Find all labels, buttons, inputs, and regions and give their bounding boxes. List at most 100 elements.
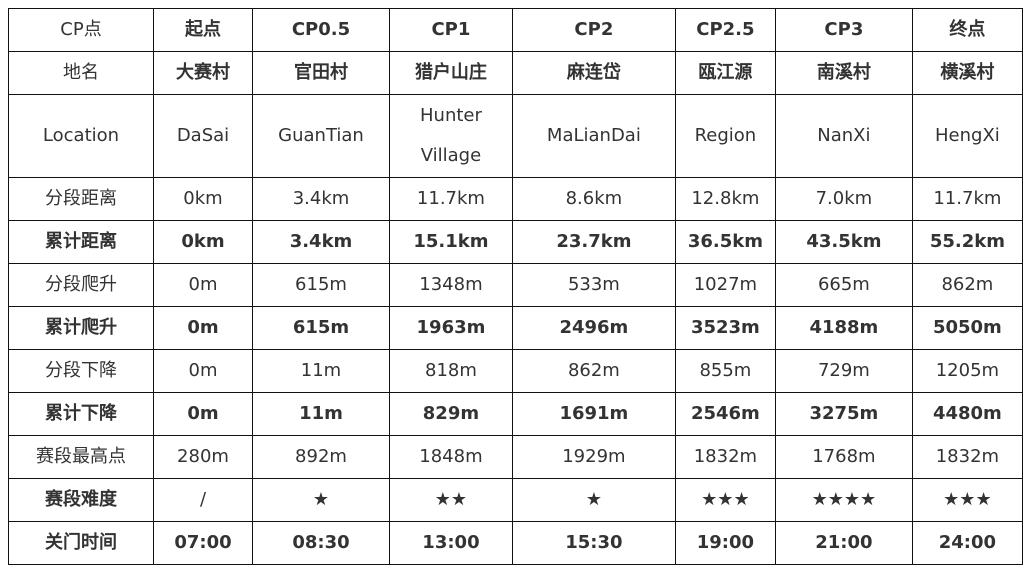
table-cell: 55.2km (911, 220, 1023, 264)
table-cell: 横溪村 (911, 51, 1023, 95)
table-row-place-name: 地名 大赛村 官田村 猎户山庄 麻连岱 瓯江源 南溪村 横溪村 (8, 51, 1023, 95)
table-cell: MaLianDai (511, 94, 676, 178)
table-cell: ★★ (389, 478, 513, 522)
table-cell: 615m (252, 263, 390, 307)
table-cell: 1027m (674, 263, 776, 307)
table-cell: 起点 (153, 8, 253, 52)
table-cell: 0m (153, 349, 253, 393)
table-cell: CP0.5 (252, 8, 390, 52)
table-cell: ★★★★ (774, 478, 913, 522)
table-cell: 1832m (911, 435, 1023, 479)
table-cell: 3.4km (252, 220, 390, 264)
row-label: 累计爬升 (8, 306, 154, 350)
table-cell: 11.7km (389, 177, 513, 221)
table-row-cumulative-descent: 累计下降 0m 11m 829m 1691m 2546m 3275m 4480m (8, 392, 1023, 436)
table-cell: 1348m (389, 263, 513, 307)
table-cell: 08:30 (252, 521, 390, 565)
table-cell: 07:00 (153, 521, 253, 565)
table-cell: 1691m (511, 392, 676, 436)
table-cell: 3523m (674, 306, 776, 350)
table-cell: 8.6km (511, 177, 676, 221)
row-label: 关门时间 (8, 521, 154, 565)
table-cell: 1963m (389, 306, 513, 350)
row-label: 赛段难度 (8, 478, 154, 522)
table-cell: 猎户山庄 (389, 51, 513, 95)
table-cell: 1768m (774, 435, 913, 479)
table-cell: 0m (153, 306, 253, 350)
table-row-cumulative-distance: 累计距离 0km 3.4km 15.1km 23.7km 36.5km 43.5km 55.2… (8, 220, 1023, 264)
table-cell: 15:30 (511, 521, 676, 565)
table-row-segment-descent: 分段下降 0m 11m 818m 862m 855m 729m 1205m (8, 349, 1023, 393)
table-cell: 1205m (911, 349, 1023, 393)
row-label: 分段爬升 (8, 263, 154, 307)
table-cell: 829m (389, 392, 513, 436)
table-cell: 2546m (674, 392, 776, 436)
table-cell: Hunter Village (389, 94, 513, 178)
table-cell: 19:00 (674, 521, 776, 565)
table-cell: GuanTian (252, 94, 390, 178)
table-cell: HengXi (911, 94, 1023, 178)
table-cell: 43.5km (774, 220, 913, 264)
row-label: CP点 (8, 8, 154, 52)
table-cell: 21:00 (774, 521, 913, 565)
table-row-segment-ascent: 分段爬升 0m 615m 1348m 533m 1027m 665m 862m (8, 263, 1023, 307)
row-label: Location (8, 94, 154, 178)
row-label: 累计下降 (8, 392, 154, 436)
table-cell: ★ (252, 478, 390, 522)
table-cell: 23.7km (511, 220, 676, 264)
table-row-cumulative-ascent: 累计爬升 0m 615m 1963m 2496m 3523m 4188m 5050m (8, 306, 1023, 350)
table-cell: 瓯江源 (674, 51, 776, 95)
table-cell: 4480m (911, 392, 1023, 436)
table-row-location: Location DaSai GuanTian Hunter Village MaLia… (8, 94, 1023, 178)
table-cell: 1929m (511, 435, 676, 479)
table-cell: / (153, 478, 253, 522)
table-cell: 7.0km (774, 177, 913, 221)
row-label: 赛段最高点 (8, 435, 154, 479)
table-cell: 862m (911, 263, 1023, 307)
table-cell: 533m (511, 263, 676, 307)
table-cell: 11m (252, 392, 390, 436)
table-cell: 南溪村 (774, 51, 913, 95)
table-cell: 0m (153, 392, 253, 436)
table-row-cutoff-time: 关门时间 07:00 08:30 13:00 15:30 19:00 21:00 24:00 (8, 521, 1023, 565)
table-cell: 729m (774, 349, 913, 393)
table-cell: 0m (153, 263, 253, 307)
table-cell: 892m (252, 435, 390, 479)
row-label: 地名 (8, 51, 154, 95)
table-cell: 11.7km (911, 177, 1023, 221)
table-cell: 3.4km (252, 177, 390, 221)
table-row-segment-high-point: 赛段最高点 280m 892m 1848m 1929m 1832m 1768m 1832m (8, 435, 1023, 479)
table-cell: 615m (252, 306, 390, 350)
table-cell: CP2 (511, 8, 676, 52)
row-label: 分段下降 (8, 349, 154, 393)
table-cell: 麻连岱 (511, 51, 676, 95)
table-cell: CP1 (389, 8, 513, 52)
table-cell: 855m (674, 349, 776, 393)
table-cell: 终点 (911, 8, 1023, 52)
table-cell: 36.5km (674, 220, 776, 264)
table-cell: NanXi (774, 94, 913, 178)
row-label: 累计距离 (8, 220, 154, 264)
table-cell: ★★★ (674, 478, 776, 522)
table-row-segment-difficulty: 赛段难度 / ★ ★★ ★ ★★★ ★★★★ ★★★ (8, 478, 1023, 522)
table-cell: CP2.5 (674, 8, 776, 52)
row-label: 分段距离 (8, 177, 154, 221)
table-cell: 12.8km (674, 177, 776, 221)
table-row-segment-distance: 分段距离 0km 3.4km 11.7km 8.6km 12.8km 7.0km 11.7km (8, 177, 1023, 221)
table-cell: 大赛村 (153, 51, 253, 95)
table-cell: 15.1km (389, 220, 513, 264)
table-cell: ★★★ (911, 478, 1023, 522)
table-cell: 24:00 (911, 521, 1023, 565)
table-cell: 862m (511, 349, 676, 393)
table-cell: 280m (153, 435, 253, 479)
table-cell: DaSai (153, 94, 253, 178)
table-cell: 2496m (511, 306, 676, 350)
table-cell: ★ (511, 478, 676, 522)
table-cell: Region (674, 94, 776, 178)
table-cell: 665m (774, 263, 913, 307)
table-cell: 1848m (389, 435, 513, 479)
table-cell: 4188m (774, 306, 913, 350)
table-cell: 11m (252, 349, 390, 393)
table-cell: 0km (153, 177, 253, 221)
table-cell: 5050m (911, 306, 1023, 350)
